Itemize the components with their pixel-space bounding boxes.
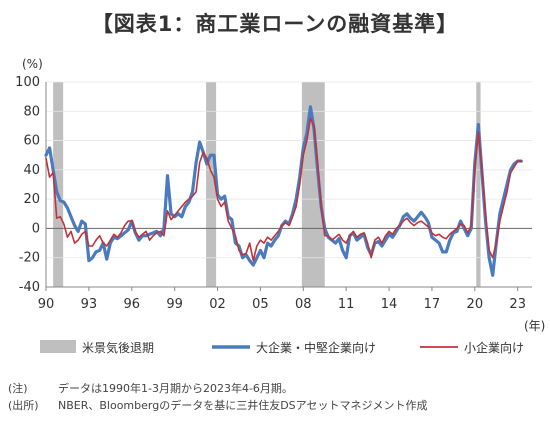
grid-group xyxy=(46,81,532,288)
axis-group: -40 -20 0 20 40 60 80 100 90 93 96 99 02 05 08 11 14 17 20… xyxy=(15,75,532,312)
source-text: NBER、Bloombergのデータを基に三井住友DSアセットマネジメント作成 xyxy=(58,399,428,412)
legend-large-label: 大企業・中堅企業向け xyxy=(256,340,376,355)
series-line-large xyxy=(44,105,523,277)
recession-band xyxy=(53,82,64,287)
chart-title: 【図表1：商工業ローンの融資基準】 xyxy=(91,12,459,36)
x-tick-label: 02 xyxy=(209,297,226,312)
y-tick-label: 0 xyxy=(32,221,40,236)
legend-recession-label: 米景気後退期 xyxy=(82,340,154,355)
source-line: (出所) NBER、Bloombergのデータを基に三井住友DSアセットマネジメン… xyxy=(8,397,427,414)
x-tick-label: 08 xyxy=(295,297,312,312)
note-tag: (注) xyxy=(8,382,28,395)
x-tick-label: 23 xyxy=(509,297,526,312)
recession-band xyxy=(476,82,481,287)
note-text: データは1990年1-3月期から2023年4-6月期。 xyxy=(58,382,293,395)
y-tick-label: -20 xyxy=(19,251,40,266)
y-tick-label: 40 xyxy=(23,163,40,178)
recession-band xyxy=(206,82,217,287)
series-lines-group xyxy=(44,105,523,277)
x-tick-label: 14 xyxy=(381,297,398,312)
x-tick-label: 96 xyxy=(123,297,140,312)
x-tick-label: 05 xyxy=(252,297,269,312)
y-axis-unit: (%) xyxy=(22,57,43,71)
note-line: (注) データは1990年1-3月期から2023年4-6月期。 xyxy=(8,380,427,397)
x-tick-label: 17 xyxy=(424,297,441,312)
y-tick-label: -40 xyxy=(19,280,40,295)
y-tick-label: 100 xyxy=(15,75,40,90)
x-tick-label: 99 xyxy=(166,297,183,312)
footnotes: (注) データは1990年1-3月期から2023年4-6月期。 (出所) NBER、… xyxy=(8,380,427,414)
y-tick-label: 20 xyxy=(23,192,40,207)
legend-recession-swatch xyxy=(40,340,76,353)
x-tick-label: 11 xyxy=(338,297,355,312)
recession-shading-group xyxy=(53,82,481,287)
source-tag: (出所) xyxy=(8,399,39,412)
legend: 米景気後退期 大企業・中堅企業向け 小企業向け xyxy=(40,340,524,355)
y-tick-label: 60 xyxy=(23,134,40,149)
x-tick-label: 93 xyxy=(81,297,98,312)
legend-small-label: 小企業向け xyxy=(464,340,524,355)
y-tick-label: 80 xyxy=(23,104,40,119)
x-tick-label: 20 xyxy=(467,297,484,312)
x-axis-unit: (年) xyxy=(524,319,545,333)
x-tick-label: 90 xyxy=(38,297,55,312)
recession-band xyxy=(301,82,325,287)
series-line-small xyxy=(45,117,523,262)
